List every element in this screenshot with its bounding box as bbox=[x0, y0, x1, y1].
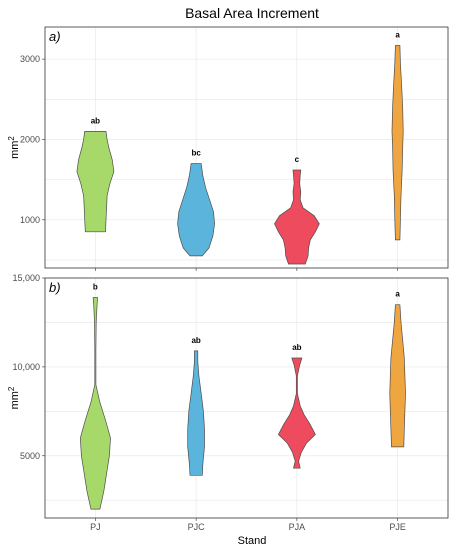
x-axis-title: Stand bbox=[238, 535, 267, 547]
y-tick-label: 5000 bbox=[20, 451, 40, 461]
y-axis-title: mm2 bbox=[7, 386, 21, 409]
significance-letter-pje: a bbox=[395, 290, 400, 299]
y-tick-label: 10,000 bbox=[12, 362, 40, 372]
chart-title: Basal Area Increment bbox=[185, 5, 319, 21]
significance-letter-pj: ab bbox=[91, 116, 100, 125]
significance-letter-pjc: ab bbox=[191, 336, 200, 345]
violin-pj bbox=[76, 131, 115, 233]
violin-pje bbox=[391, 45, 404, 241]
panel-frame bbox=[44, 26, 449, 269]
y-tick-label: 3000 bbox=[20, 54, 40, 64]
x-tick-label-pja: PJA bbox=[289, 522, 306, 532]
panel-label: a) bbox=[49, 29, 61, 44]
violin-pja bbox=[277, 357, 316, 469]
y-axis-title: mm2 bbox=[7, 136, 21, 159]
y-tick-label: 2000 bbox=[20, 134, 40, 144]
significance-letter-pja: c bbox=[295, 155, 300, 164]
panel-1: ab bc c a 1000 2000 3000 a) mm2 bbox=[7, 26, 449, 271]
violin-pja bbox=[274, 169, 320, 265]
panels: ab bc c a 1000 2000 3000 a) mm2 b ab ab a 5000 10,000 1… bbox=[7, 26, 449, 532]
y-tick-label: 15,000 bbox=[12, 273, 40, 283]
significance-letter-pja: ab bbox=[292, 343, 301, 352]
panel-frame bbox=[44, 277, 449, 519]
violin-pjc bbox=[187, 350, 205, 476]
y-tick-label: 1000 bbox=[20, 215, 40, 225]
significance-letter-pj: b bbox=[93, 283, 98, 292]
significance-letter-pjc: bc bbox=[191, 149, 201, 158]
violin-pje bbox=[389, 304, 406, 448]
violin-pjc bbox=[177, 163, 215, 257]
panel-2: b ab ab a 5000 10,000 15,000 b) mm2 PJ PJC PJA PJE bbox=[7, 273, 449, 532]
x-tick-label-pj: PJ bbox=[90, 522, 101, 532]
significance-letter-pje: a bbox=[395, 30, 400, 39]
violin-pj bbox=[79, 297, 111, 510]
x-tick-label-pjc: PJC bbox=[188, 522, 206, 532]
x-tick-label-pje: PJE bbox=[389, 522, 406, 532]
panel-label: b) bbox=[49, 280, 61, 295]
